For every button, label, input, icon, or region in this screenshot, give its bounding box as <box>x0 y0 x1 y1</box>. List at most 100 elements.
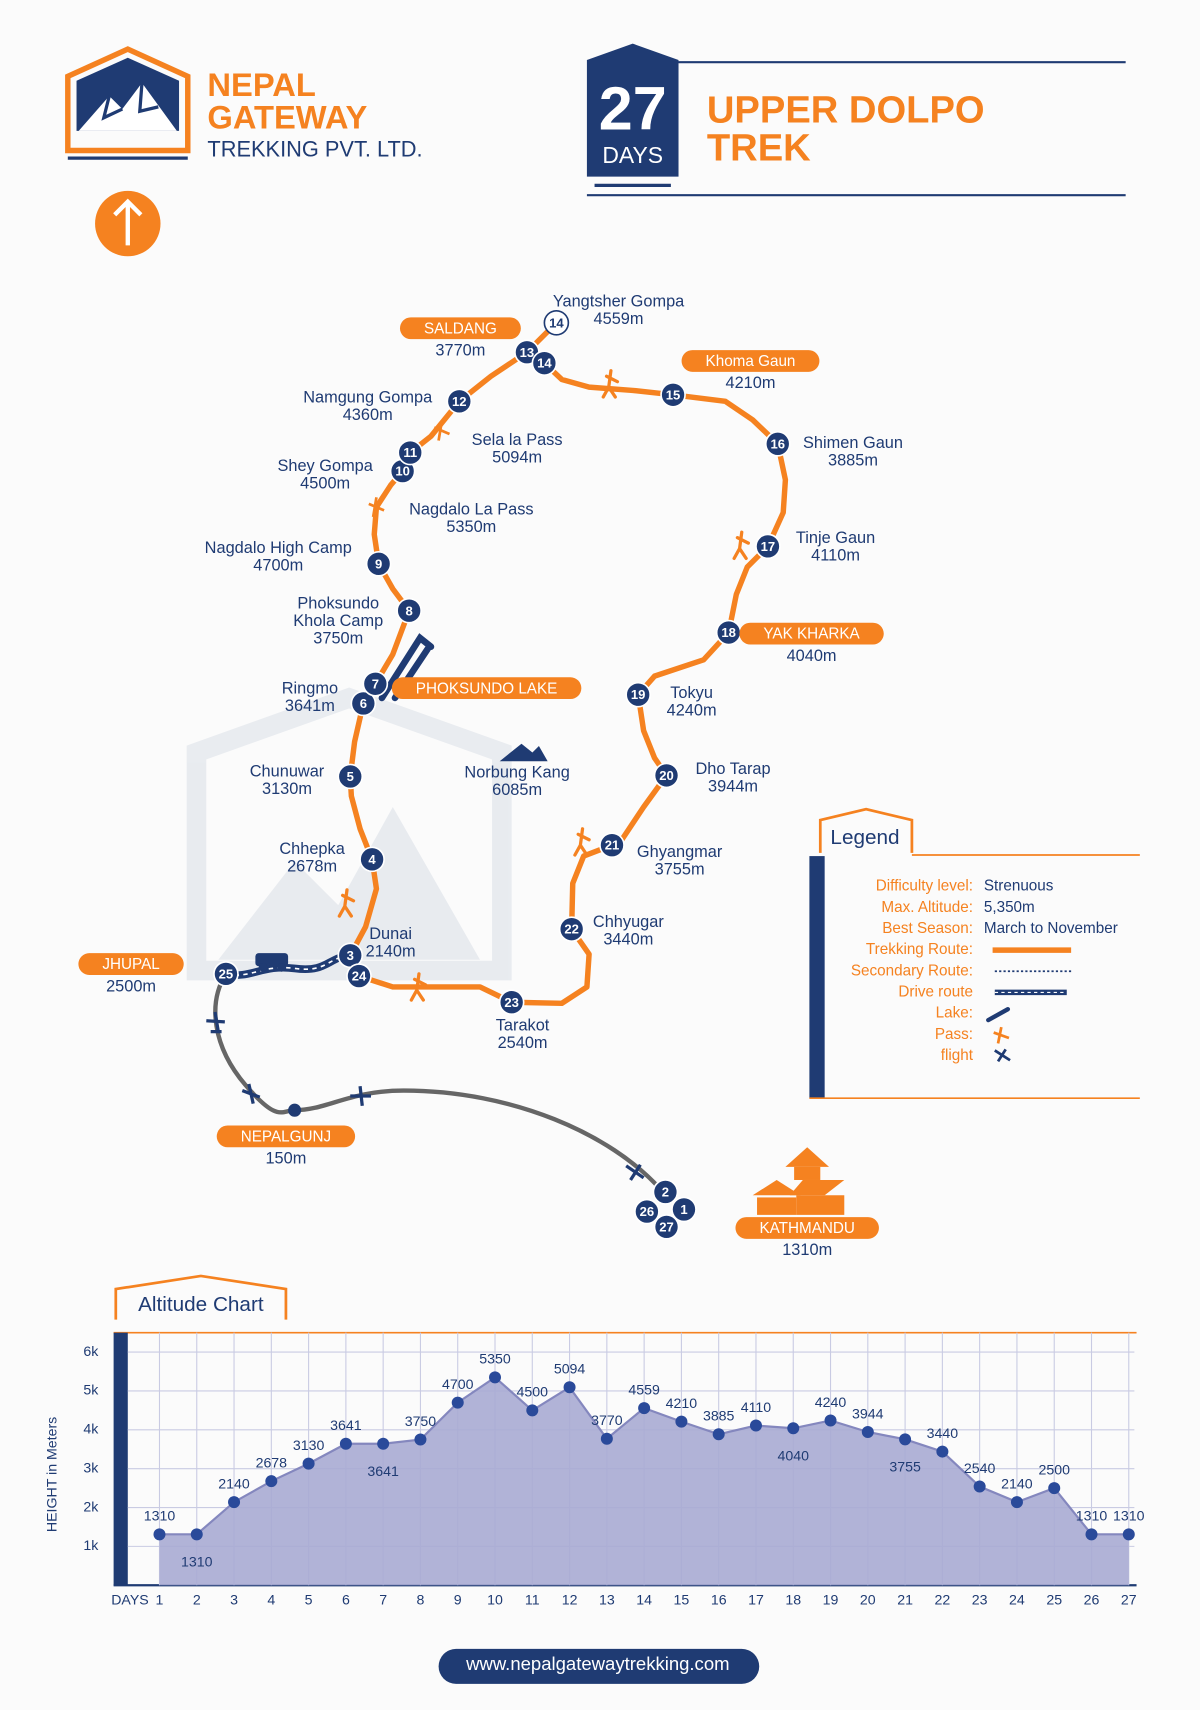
chart-layer: 1k2k3k4k5k6k1310113102214032678431305364… <box>83 1332 1145 1609</box>
stop-marker <box>397 439 424 466</box>
legend-label: Best Season: <box>882 920 973 937</box>
logo <box>65 46 191 160</box>
stop-marker <box>652 1179 679 1205</box>
place-pill <box>399 317 521 340</box>
altitude-point <box>712 1428 725 1441</box>
place-altitude: 3641m <box>285 697 335 715</box>
y-tick-label: 3k <box>83 1460 99 1476</box>
website-pill <box>438 1648 760 1684</box>
legend-label: flight <box>941 1047 974 1064</box>
y-tick-label: 2k <box>83 1499 99 1515</box>
x-tick-label: 25 <box>1046 1593 1062 1609</box>
place-altitude: 4500m <box>300 475 350 493</box>
legend-flight-swatch <box>994 1048 1011 1063</box>
stop-number: 20 <box>659 768 674 783</box>
stop-number: 18 <box>721 625 736 640</box>
place-altitude: 5094m <box>492 448 542 466</box>
legend-label: Pass: <box>935 1026 973 1043</box>
place-altitude: 2540m <box>498 1034 548 1052</box>
place-pill <box>78 953 184 975</box>
company-name: TREKKING PVT. LTD. <box>207 136 422 161</box>
stop-marker <box>625 681 651 708</box>
altitude-value-label: 4210 <box>666 1396 698 1412</box>
stop-marker <box>653 1214 680 1240</box>
stop-number: 12 <box>452 394 467 409</box>
stop-marker <box>543 309 570 336</box>
altitude-point <box>153 1528 166 1541</box>
x-tick-label: 26 <box>1084 1593 1100 1609</box>
stop-marker <box>337 763 364 790</box>
x-tick-label: 2 <box>193 1593 201 1609</box>
x-tick-label: 23 <box>972 1593 988 1609</box>
legend-label: Lake: <box>936 1005 973 1022</box>
legend-label: Drive route <box>898 983 973 1000</box>
legend-title: Legend <box>830 826 899 849</box>
stop-marker <box>350 690 377 717</box>
place-name: Dho Tarap <box>695 760 770 778</box>
stop-marker <box>755 533 781 560</box>
altitude-value-label: 4559 <box>628 1382 660 1398</box>
x-tick-label: 18 <box>785 1593 801 1609</box>
altitude-point <box>190 1528 203 1541</box>
legend-label: Max. Altitude: <box>881 899 973 916</box>
place-name: NEPALGUNJ <box>241 1128 331 1145</box>
stop-marker <box>531 350 558 376</box>
altitude-value-label: 3641 <box>330 1418 362 1434</box>
place-name: Namgung Gompa <box>303 388 433 406</box>
x-tick-label: 3 <box>230 1593 238 1609</box>
x-tick-label: 5 <box>305 1593 313 1609</box>
altitude-point <box>489 1371 502 1384</box>
altitude-value-label: 3750 <box>405 1414 437 1430</box>
altitude-value-label: 3641 <box>367 1464 399 1480</box>
place-name: PHOKSUNDO LAKE <box>416 680 558 697</box>
altitude-point <box>1048 1482 1061 1495</box>
stop-number: 3 <box>347 948 354 963</box>
altitude-point <box>451 1396 464 1409</box>
stop-marker <box>359 846 385 873</box>
place-name: Shey Gompa <box>277 457 373 475</box>
altitude-value-label: 1310 <box>181 1554 213 1570</box>
x-tick-label: 1 <box>156 1593 164 1609</box>
stop-number: 6 <box>360 696 367 711</box>
stop-marker <box>764 431 791 457</box>
x-tick-label: 15 <box>674 1593 690 1609</box>
x-tick-label: 4 <box>267 1593 275 1609</box>
place-name: Nagdalo La Pass <box>409 501 533 519</box>
place-name: JHUPAL <box>102 956 159 973</box>
place-name: Ghyangmar <box>637 843 723 861</box>
place-altitude: 3130m <box>262 780 312 798</box>
x-tick-label: 22 <box>935 1593 951 1609</box>
altitude-point <box>414 1433 427 1446</box>
stop-number: 14 <box>549 315 564 330</box>
altitude-value-label: 3885 <box>703 1409 735 1425</box>
nepalgunj-dot <box>288 1103 302 1117</box>
map-layer: 1234567891011121314151617181920212223242… <box>78 292 903 1259</box>
stop-number: 7 <box>372 676 379 691</box>
place-altitude: 6085m <box>492 781 542 799</box>
plane-icons <box>206 1011 645 1181</box>
legend-label: Trekking Route: <box>866 941 973 958</box>
stop-marker <box>599 832 625 858</box>
place-name: Khola Camp <box>293 612 383 630</box>
stop-number: 8 <box>406 603 413 618</box>
altitude-point <box>1085 1528 1098 1541</box>
altitude-point <box>302 1457 315 1470</box>
place-pill <box>735 1217 879 1239</box>
stop-marker <box>671 1196 697 1223</box>
stop-number: 19 <box>631 687 646 702</box>
stop-number: 14 <box>537 356 552 371</box>
altitude-point <box>638 1402 651 1415</box>
legend-layer: Difficulty level: Strenuous Max. Altitude:… <box>851 878 1118 1064</box>
stop-marker <box>362 670 389 697</box>
trek-title: TREK <box>707 127 811 170</box>
stop-number: 25 <box>219 966 234 981</box>
place-altitude: 1310m <box>782 1241 832 1259</box>
stop-number: 16 <box>770 436 785 451</box>
place-name: Shimen Gaun <box>803 434 903 452</box>
brand-line: NEPAL <box>207 66 315 103</box>
place-name: Ringmo <box>282 680 338 698</box>
place-altitude: 3750m <box>313 629 363 647</box>
altitude-point <box>787 1422 800 1435</box>
legend-label: Difficulty level: <box>876 878 973 895</box>
x-tick-label: 6 <box>342 1593 350 1609</box>
